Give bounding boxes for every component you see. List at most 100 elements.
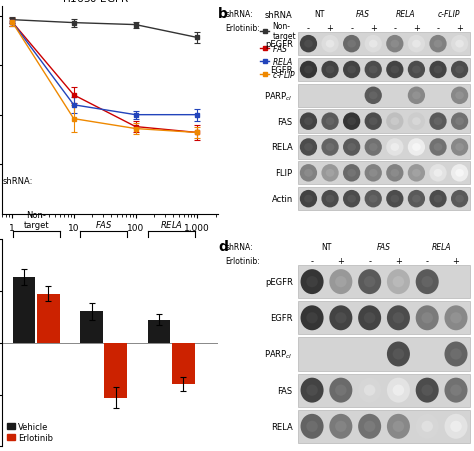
Ellipse shape bbox=[412, 144, 421, 152]
FancyBboxPatch shape bbox=[298, 374, 470, 407]
FancyBboxPatch shape bbox=[298, 410, 470, 443]
Ellipse shape bbox=[429, 113, 447, 131]
Ellipse shape bbox=[412, 170, 421, 177]
Ellipse shape bbox=[416, 414, 439, 439]
Text: RELA: RELA bbox=[432, 242, 451, 251]
Ellipse shape bbox=[326, 144, 334, 152]
Ellipse shape bbox=[306, 421, 318, 432]
Ellipse shape bbox=[445, 414, 467, 439]
Ellipse shape bbox=[365, 165, 382, 182]
Ellipse shape bbox=[429, 36, 447, 53]
Ellipse shape bbox=[369, 41, 378, 48]
Ellipse shape bbox=[358, 270, 381, 295]
Ellipse shape bbox=[429, 190, 447, 208]
Ellipse shape bbox=[364, 421, 375, 432]
Ellipse shape bbox=[329, 270, 352, 295]
Bar bbox=[80, 312, 103, 343]
Text: -: - bbox=[426, 257, 428, 266]
Ellipse shape bbox=[300, 62, 317, 79]
Ellipse shape bbox=[364, 276, 375, 288]
Ellipse shape bbox=[450, 349, 462, 360]
Ellipse shape bbox=[358, 414, 381, 439]
Text: NT: NT bbox=[321, 242, 332, 251]
Ellipse shape bbox=[392, 421, 404, 432]
Ellipse shape bbox=[391, 41, 399, 48]
Ellipse shape bbox=[387, 342, 410, 367]
Ellipse shape bbox=[358, 306, 381, 331]
Text: Erlotinib:: Erlotinib: bbox=[226, 257, 260, 266]
Ellipse shape bbox=[300, 113, 317, 131]
Ellipse shape bbox=[365, 139, 382, 156]
Ellipse shape bbox=[450, 385, 462, 396]
Ellipse shape bbox=[347, 41, 356, 48]
Text: FAS: FAS bbox=[278, 117, 293, 126]
Ellipse shape bbox=[364, 313, 375, 324]
Ellipse shape bbox=[321, 113, 339, 131]
Ellipse shape bbox=[306, 313, 318, 324]
Ellipse shape bbox=[343, 139, 360, 156]
Text: PARP$_{cl}$: PARP$_{cl}$ bbox=[264, 348, 293, 360]
Ellipse shape bbox=[387, 270, 410, 295]
FancyBboxPatch shape bbox=[298, 84, 470, 108]
Text: c-FLIP: c-FLIP bbox=[438, 10, 460, 19]
Ellipse shape bbox=[329, 378, 352, 403]
Text: pEGFR: pEGFR bbox=[265, 40, 293, 49]
Text: +: + bbox=[456, 24, 463, 33]
Text: $\it{FAS}$: $\it{FAS}$ bbox=[95, 219, 112, 230]
Ellipse shape bbox=[451, 36, 468, 53]
X-axis label: Erlotinib (nM): Erlotinib (nM) bbox=[77, 238, 144, 248]
Ellipse shape bbox=[387, 378, 410, 403]
Ellipse shape bbox=[434, 118, 442, 126]
FancyBboxPatch shape bbox=[298, 302, 470, 335]
Legend: Vehicle, Erlotinib: Vehicle, Erlotinib bbox=[7, 422, 53, 442]
Ellipse shape bbox=[300, 36, 317, 53]
Ellipse shape bbox=[358, 378, 381, 403]
Text: PARP$_{cl}$: PARP$_{cl}$ bbox=[264, 90, 293, 102]
Text: pEGFR: pEGFR bbox=[265, 277, 293, 286]
Ellipse shape bbox=[408, 165, 425, 182]
Text: b: b bbox=[218, 7, 228, 21]
Ellipse shape bbox=[421, 385, 433, 396]
Ellipse shape bbox=[445, 378, 467, 403]
FancyBboxPatch shape bbox=[298, 136, 470, 159]
Text: +: + bbox=[370, 24, 377, 33]
Ellipse shape bbox=[429, 139, 447, 156]
Ellipse shape bbox=[408, 113, 425, 131]
Ellipse shape bbox=[416, 270, 439, 295]
Ellipse shape bbox=[329, 306, 352, 331]
Ellipse shape bbox=[451, 165, 468, 182]
Ellipse shape bbox=[391, 66, 399, 74]
Ellipse shape bbox=[412, 41, 421, 48]
Ellipse shape bbox=[301, 378, 324, 403]
Text: -: - bbox=[307, 24, 310, 33]
Ellipse shape bbox=[365, 113, 382, 131]
Ellipse shape bbox=[412, 195, 421, 203]
Ellipse shape bbox=[335, 421, 346, 432]
Ellipse shape bbox=[300, 190, 317, 208]
Ellipse shape bbox=[304, 144, 313, 152]
Ellipse shape bbox=[300, 165, 317, 182]
Text: FAS: FAS bbox=[278, 386, 293, 395]
Ellipse shape bbox=[386, 62, 403, 79]
Ellipse shape bbox=[321, 62, 339, 79]
Ellipse shape bbox=[434, 41, 442, 48]
Ellipse shape bbox=[412, 118, 421, 126]
Ellipse shape bbox=[408, 36, 425, 53]
Text: Non-
target: Non- target bbox=[23, 210, 49, 230]
Bar bbox=[148, 320, 170, 343]
Ellipse shape bbox=[304, 170, 313, 177]
Ellipse shape bbox=[434, 195, 442, 203]
Ellipse shape bbox=[321, 165, 339, 182]
Text: +: + bbox=[327, 24, 334, 33]
Text: $\it{RELA}$: $\it{RELA}$ bbox=[160, 219, 182, 230]
Ellipse shape bbox=[429, 62, 447, 79]
Text: RELA: RELA bbox=[271, 143, 293, 152]
Ellipse shape bbox=[365, 36, 382, 53]
Bar bbox=[37, 294, 60, 343]
Ellipse shape bbox=[301, 270, 324, 295]
Ellipse shape bbox=[329, 414, 352, 439]
Ellipse shape bbox=[369, 170, 378, 177]
Ellipse shape bbox=[408, 139, 425, 156]
Text: NT: NT bbox=[314, 10, 324, 19]
Ellipse shape bbox=[343, 113, 360, 131]
